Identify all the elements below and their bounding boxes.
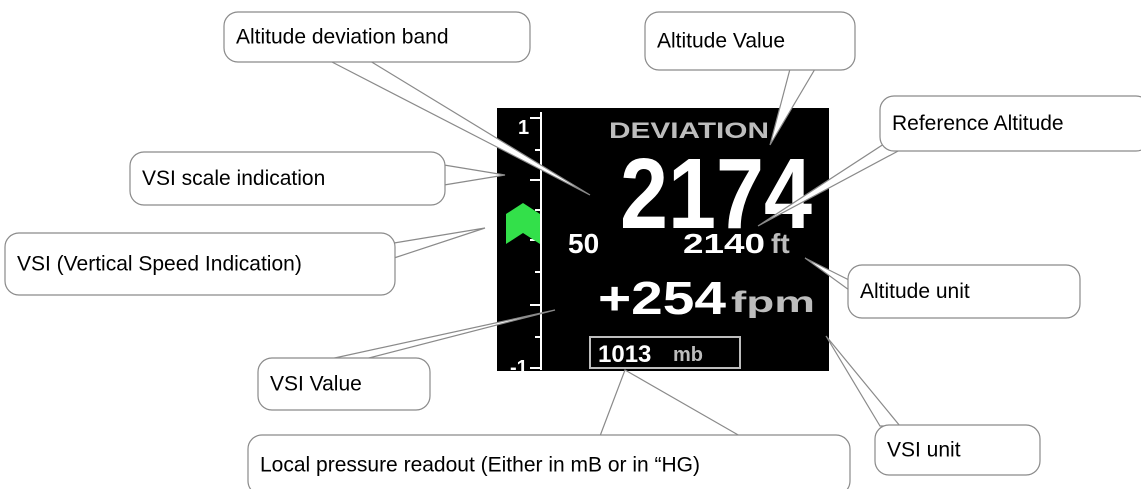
callout-label: Reference Altitude	[892, 112, 1064, 135]
callout-label: Altitude deviation band	[236, 26, 449, 49]
callout: VSI (Vertical Speed Indication)	[5, 228, 485, 295]
callout-label: Altitude Value	[657, 30, 785, 53]
diagram: 1 -1 DEVIATION 2174 50 2140 ft +254 fpm …	[0, 0, 1141, 489]
callout-label: VSI (Vertical Speed Indication)	[17, 253, 302, 276]
instrument-screen: 1 -1 DEVIATION 2174 50 2140 ft +254 fpm …	[497, 108, 829, 379]
reference-altitude: 2140	[683, 228, 765, 259]
callout: VSI unit	[826, 336, 1040, 475]
callout-label: VSI unit	[887, 439, 961, 462]
altitude-unit: ft	[771, 228, 790, 259]
callout-label: VSI Value	[270, 373, 362, 396]
callout: Altitude unit	[805, 258, 1080, 318]
callout-label: Local pressure readout (Either in mB or …	[260, 454, 700, 477]
vsi-unit: fpm	[731, 286, 815, 319]
pressure-value: 1013	[598, 341, 651, 368]
callout-label: VSI scale indication	[142, 167, 325, 190]
deviation-band: 50	[568, 228, 599, 259]
pressure-unit: mb	[673, 344, 703, 366]
scale-top: 1	[518, 117, 529, 139]
callout-label: Altitude unit	[860, 280, 970, 303]
vsi-value: +254	[598, 272, 726, 324]
callout: VSI scale indication	[130, 152, 505, 205]
scale-bottom: -1	[510, 357, 528, 379]
